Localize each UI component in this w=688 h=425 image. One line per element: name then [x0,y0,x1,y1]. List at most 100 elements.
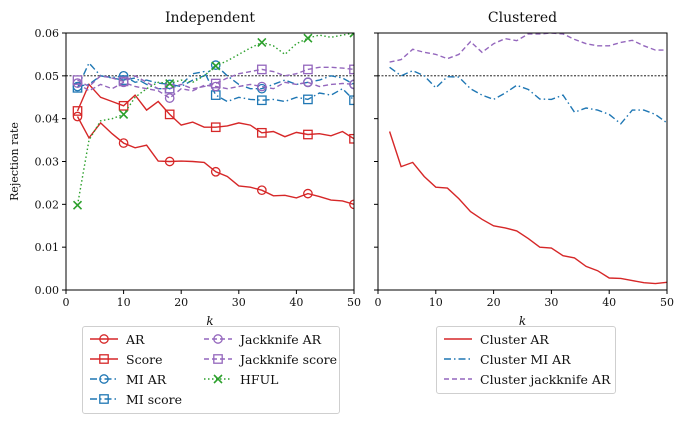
series-line-jackknife-ar [77,81,354,99]
panel-clustered: Clustered 0 10 20 30 40 50 k [374,10,674,328]
legend-clustered: Cluster AR Cluster MI AR Cluster jackknife… [436,326,616,394]
series-line-cluster-mi-ar [389,66,667,125]
series-line-cluster-jackknife-ar [389,33,667,63]
data-point-ar [164,156,175,167]
data-point-score [72,106,83,116]
series-line-jackknife-score [77,66,354,90]
data-point-hful [119,109,129,119]
legend-entry-mi-score: MI score [89,390,182,408]
series-line-ar [76,116,354,205]
x-tick-label: 20 [487,296,501,309]
series-cluster-ar [388,131,667,285]
data-point-hful [165,78,175,89]
data-point-score [118,100,129,111]
data-point-mi-score [210,90,221,100]
x-tick-label: 50 [660,296,674,309]
data-point-jackknife-ar [164,93,175,103]
legend-swatch [204,374,232,384]
x-tick-label: 10 [429,296,443,309]
legend-entry-ar: AR [89,330,144,348]
legend-entry-score: Score [89,350,162,368]
x-tick-label: 50 [347,296,361,309]
legend-swatch [90,394,118,404]
y-tick-label: 0.05 [35,70,60,83]
legend-swatch [444,338,472,340]
data-point-score [164,109,175,120]
axes-frame [377,32,668,291]
series-line-score [76,83,354,140]
legend-label: Score [126,351,163,367]
legend-label: MI score [126,391,183,407]
y-tick-label: 0.00 [35,284,60,297]
series-line-mi-score [76,61,354,103]
series-line-hful [76,33,354,206]
legend-entry-cluster-ar: Cluster AR [443,330,549,348]
legend-label: HFUL [240,371,279,387]
legend-label: Cluster MI AR [480,351,571,367]
data-point-mi-ar [210,60,221,70]
x-tick-label: 20 [174,296,188,309]
legend-label: Cluster jackknife AR [480,371,611,387]
data-point-jackknife-score [303,64,313,75]
legend-label: Jackknife AR [240,331,322,347]
series-hful [72,33,354,210]
data-point-mi-score [303,94,313,105]
x-tick-label: 0 [375,296,382,309]
legend-label: Cluster AR [480,331,549,347]
series-cluster-jackknife-ar [389,33,667,63]
series-line-cluster-ar [388,131,667,285]
data-point-hful [303,33,313,43]
x-tick-label: 0 [63,296,70,309]
legend-swatch [204,334,232,344]
panel-independent: Independent 0 10 20 30 40 50 k 0.00 0.01 0.02 0.03 0… [8,10,361,328]
legend-entry-jackknife-ar: Jackknife AR [203,330,321,348]
legend-independent: AR Score MI AR MI score Jackknife AR Jackknif… [82,326,340,414]
data-point-jackknife-score [72,75,83,85]
data-point-jackknife-score [210,78,221,89]
y-tick-label: 0.02 [35,198,60,211]
series-ar [72,111,354,210]
data-point-score [210,122,221,133]
plot-area [388,33,667,285]
legend-label: MI AR [126,371,167,387]
x-tick-label: 30 [232,296,246,309]
data-point-hful [257,37,267,47]
legend-entry-cluster-jackknife-ar: Cluster jackknife AR [443,370,610,388]
data-point-ar [303,188,313,199]
y-tick-label: 0.01 [35,241,60,254]
data-point-ar [118,138,129,148]
legend-swatch [90,334,118,344]
plot-area [72,33,354,210]
data-point-hful [211,61,221,71]
legend-swatch [90,374,118,384]
legend-entry-hful: HFUL [203,370,278,388]
legend-label: AR [126,331,145,347]
legend-label: Jackknife score [240,351,337,367]
panel-title: Independent [165,10,255,26]
data-point-hful [72,200,83,210]
y-axis-label: Rejection rate [8,122,21,201]
data-point-ar [72,111,83,122]
x-axis-label: k [206,314,213,328]
data-point-ar [210,166,221,177]
data-point-jackknife-score [118,76,129,87]
data-point-jackknife-ar [303,77,313,88]
data-point-jackknife-ar [256,81,267,92]
data-point-score [256,127,267,138]
x-tick-label: 30 [544,296,558,309]
legend-entry-cluster-mi-ar: Cluster MI AR [443,350,571,368]
x-tick-label: 40 [602,296,616,309]
x-axis-label: k [519,314,526,328]
data-point-mi-score [256,95,267,106]
legend-swatch [204,354,232,364]
y-tick-label: 0.03 [35,156,60,169]
legend-swatch [444,358,472,360]
series-cluster-mi-ar [389,66,667,125]
data-point-hful [349,33,354,38]
x-tick-label: 10 [117,296,131,309]
data-point-ar [256,185,267,196]
legend-swatch [90,354,118,364]
legend-swatch [444,378,472,380]
y-tick-label: 0.06 [35,27,60,40]
